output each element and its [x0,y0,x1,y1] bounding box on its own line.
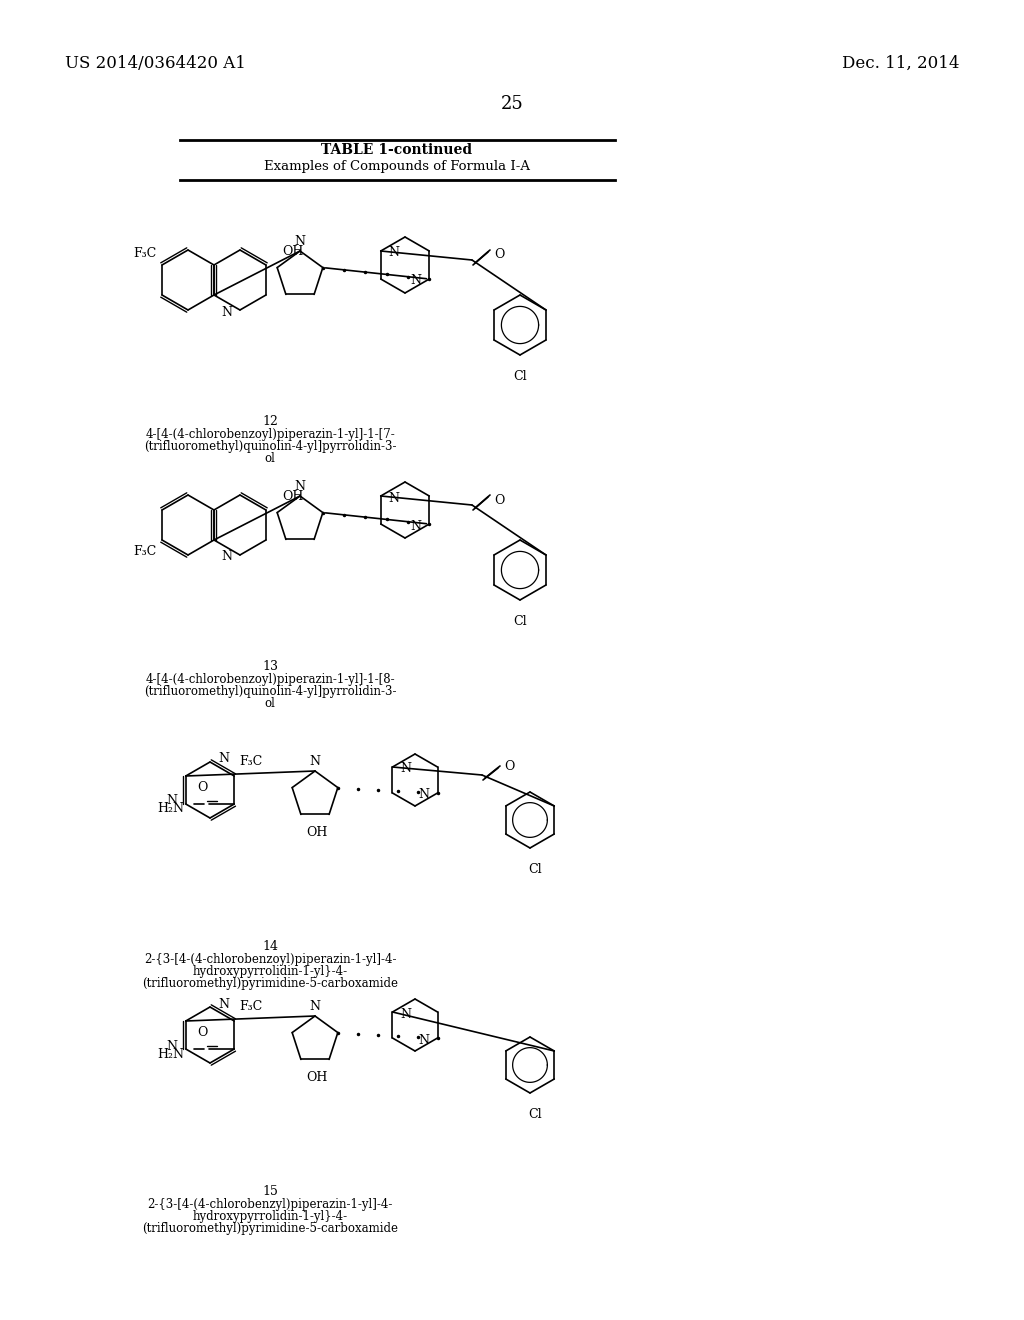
Text: 15: 15 [262,1185,278,1199]
Text: N: N [167,1040,178,1052]
Text: N: N [218,752,229,766]
Text: 25: 25 [501,95,523,114]
Text: Dec. 11, 2014: Dec. 11, 2014 [843,55,961,73]
Text: O: O [197,781,208,795]
Text: N: N [221,305,232,318]
Text: OH: OH [283,244,303,257]
Text: Cl: Cl [513,615,526,628]
Text: ol: ol [264,451,275,465]
Text: N: N [221,550,232,564]
Text: hydroxypyrrolidin-1-yl}-4-: hydroxypyrrolidin-1-yl}-4- [193,965,347,978]
Text: N: N [167,795,178,808]
Text: O: O [197,1026,208,1039]
Text: N: N [419,1034,429,1047]
Text: 13: 13 [262,660,278,673]
Text: F₃C: F₃C [240,1001,262,1012]
Text: Examples of Compounds of Formula I-A: Examples of Compounds of Formula I-A [264,160,530,173]
Text: N: N [389,491,399,504]
Text: 2-{3-[4-(4-chlorobenzyl)piperazin-1-yl]-4-: 2-{3-[4-(4-chlorobenzyl)piperazin-1-yl]-… [147,1199,392,1210]
Text: N: N [400,763,412,776]
Text: N: N [309,1001,321,1012]
Text: H₂N: H₂N [158,803,184,816]
Text: hydroxypyrrolidin-1-yl}-4-: hydroxypyrrolidin-1-yl}-4- [193,1210,347,1224]
Text: 2-{3-[4-(4-chlorobenzoyl)piperazin-1-yl]-4-: 2-{3-[4-(4-chlorobenzoyl)piperazin-1-yl]… [143,953,396,966]
Text: 4-[4-(4-chlorobenzoyl)piperazin-1-yl]-1-[7-: 4-[4-(4-chlorobenzoyl)piperazin-1-yl]-1-… [145,428,395,441]
Text: (trifluoromethyl)quinolin-4-yl]pyrrolidin-3-: (trifluoromethyl)quinolin-4-yl]pyrrolidi… [143,685,396,698]
Text: 12: 12 [262,414,278,428]
Text: N: N [419,788,429,801]
Text: (trifluoromethyl)pyrimidine-5-carboxamide: (trifluoromethyl)pyrimidine-5-carboxamid… [142,977,398,990]
Text: OH: OH [306,826,328,840]
Text: H₂N: H₂N [158,1048,184,1060]
Text: F₃C: F₃C [240,755,262,768]
Text: O: O [494,494,505,507]
Text: N: N [295,235,305,248]
Text: F₃C: F₃C [134,545,157,558]
Text: (trifluoromethyl)pyrimidine-5-carboxamide: (trifluoromethyl)pyrimidine-5-carboxamid… [142,1222,398,1236]
Text: 4-[4-(4-chlorobenzoyl)piperazin-1-yl]-1-[8-: 4-[4-(4-chlorobenzoyl)piperazin-1-yl]-1-… [145,673,395,686]
Text: N: N [400,1007,412,1020]
Text: N: N [411,275,421,288]
Text: N: N [389,247,399,260]
Text: Cl: Cl [513,370,526,383]
Text: US 2014/0364420 A1: US 2014/0364420 A1 [65,55,246,73]
Text: OH: OH [306,1072,328,1085]
Text: TABLE 1-continued: TABLE 1-continued [322,143,472,157]
Text: F₃C: F₃C [134,247,157,260]
Text: O: O [504,760,514,774]
Text: OH: OH [283,490,303,503]
Text: N: N [218,998,229,1011]
Text: 14: 14 [262,940,278,953]
Text: O: O [494,248,505,261]
Text: Cl: Cl [528,863,542,876]
Text: N: N [295,480,305,492]
Text: N: N [309,755,321,768]
Text: (trifluoromethyl)quinolin-4-yl]pyrrolidin-3-: (trifluoromethyl)quinolin-4-yl]pyrrolidi… [143,440,396,453]
Text: Cl: Cl [528,1107,542,1121]
Text: ol: ol [264,697,275,710]
Text: N: N [411,520,421,532]
